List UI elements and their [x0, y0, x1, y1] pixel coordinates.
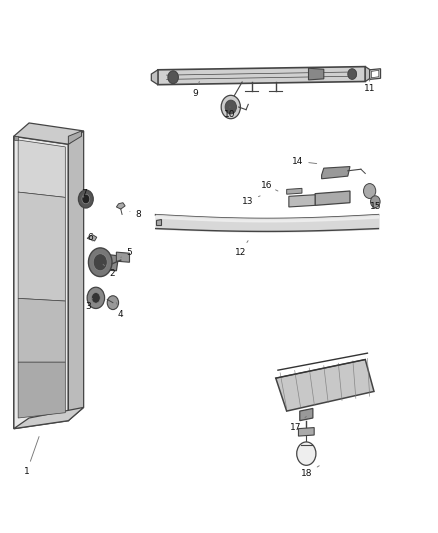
- Text: 12: 12: [235, 241, 248, 257]
- Polygon shape: [68, 131, 84, 421]
- Polygon shape: [14, 407, 84, 429]
- Text: 9: 9: [192, 82, 199, 98]
- Text: 16: 16: [261, 181, 278, 191]
- Text: 18: 18: [300, 466, 319, 478]
- Text: 13: 13: [242, 196, 260, 206]
- Polygon shape: [18, 362, 65, 418]
- Text: 7: 7: [81, 189, 87, 198]
- Circle shape: [82, 194, 90, 204]
- Polygon shape: [14, 136, 68, 429]
- Text: 5: 5: [121, 248, 132, 257]
- Circle shape: [78, 190, 93, 208]
- Polygon shape: [370, 69, 381, 79]
- Polygon shape: [18, 298, 65, 362]
- Polygon shape: [298, 427, 314, 436]
- Polygon shape: [321, 166, 350, 179]
- Polygon shape: [158, 67, 365, 85]
- Text: 1: 1: [24, 437, 39, 475]
- Polygon shape: [308, 68, 324, 80]
- Polygon shape: [287, 188, 302, 194]
- Text: 6: 6: [87, 233, 93, 242]
- Text: 15: 15: [370, 196, 381, 211]
- Circle shape: [364, 183, 376, 198]
- Polygon shape: [95, 253, 119, 271]
- Polygon shape: [276, 360, 374, 411]
- Polygon shape: [315, 191, 350, 205]
- Polygon shape: [289, 195, 315, 207]
- Circle shape: [87, 287, 105, 309]
- Text: 11: 11: [364, 79, 375, 93]
- Polygon shape: [117, 203, 125, 209]
- Circle shape: [93, 254, 107, 271]
- Circle shape: [168, 71, 178, 84]
- Polygon shape: [117, 252, 130, 262]
- Text: 2: 2: [103, 264, 115, 278]
- Circle shape: [92, 293, 100, 303]
- Circle shape: [107, 296, 119, 310]
- Polygon shape: [155, 219, 161, 225]
- Polygon shape: [14, 136, 18, 140]
- Circle shape: [225, 100, 237, 114]
- Polygon shape: [14, 123, 84, 144]
- Polygon shape: [300, 408, 313, 421]
- Polygon shape: [371, 70, 379, 78]
- Polygon shape: [18, 192, 65, 301]
- Circle shape: [297, 442, 316, 465]
- Polygon shape: [18, 140, 65, 197]
- Circle shape: [221, 95, 240, 119]
- Text: 4: 4: [117, 303, 124, 319]
- Polygon shape: [68, 131, 81, 144]
- Text: 8: 8: [130, 210, 141, 219]
- Circle shape: [348, 69, 357, 79]
- Polygon shape: [87, 235, 97, 241]
- Polygon shape: [365, 67, 372, 82]
- Circle shape: [88, 248, 112, 277]
- Polygon shape: [151, 70, 158, 85]
- Text: 10: 10: [224, 107, 236, 119]
- Text: 3: 3: [85, 298, 92, 311]
- Text: 14: 14: [292, 157, 317, 166]
- Circle shape: [371, 196, 380, 207]
- Text: 17: 17: [290, 416, 306, 432]
